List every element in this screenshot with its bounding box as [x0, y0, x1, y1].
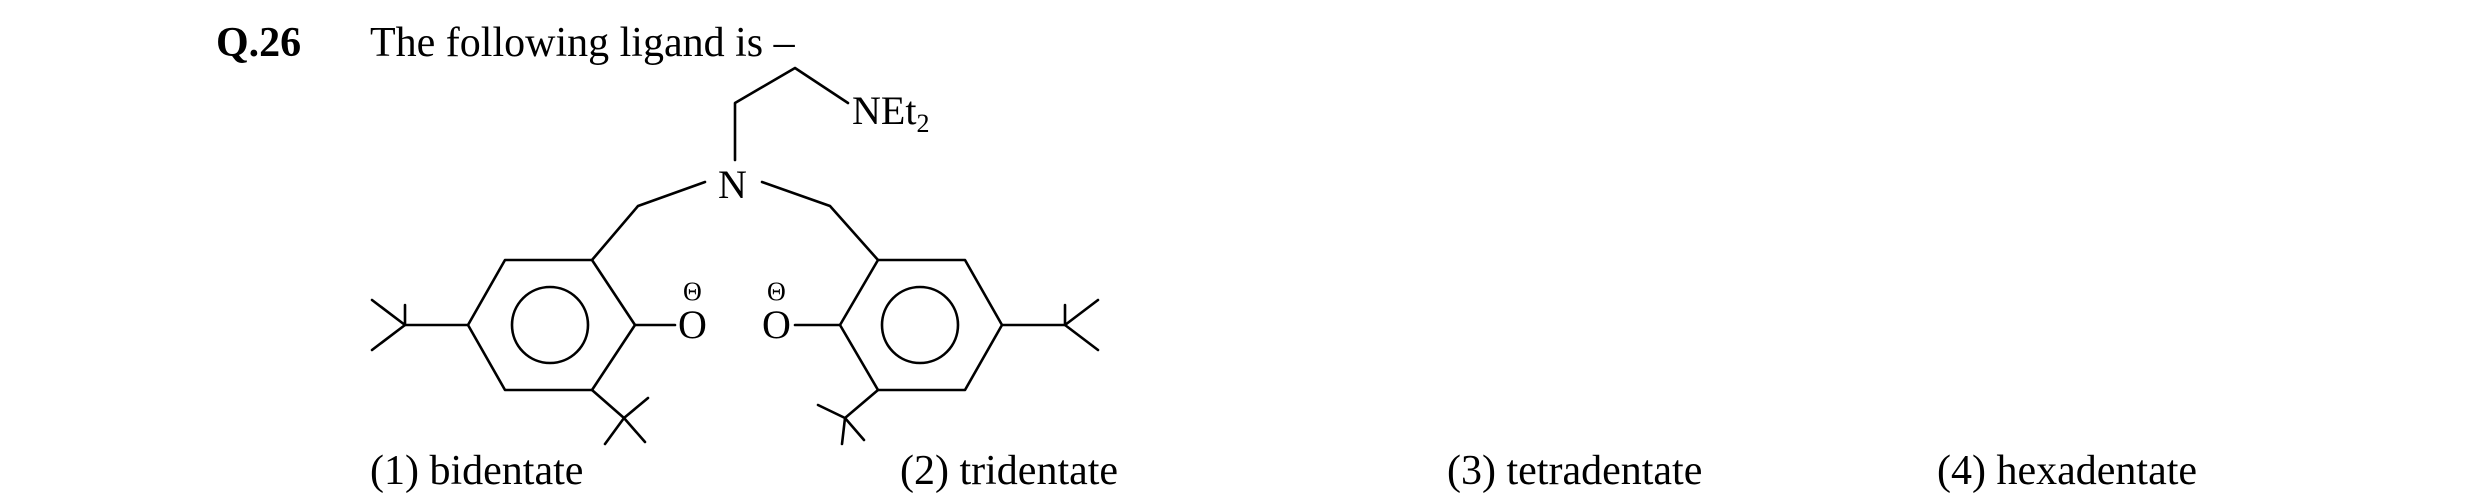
- left-oxygen-label: O: [678, 302, 707, 347]
- central-nitrogen-label: N: [718, 162, 747, 207]
- left-ring-circle: [510, 285, 590, 365]
- right-charge-symbol: Θ: [767, 277, 786, 306]
- left-charge-symbol: Θ: [683, 277, 702, 306]
- right-ortho-tbutyl-branches: [816, 403, 866, 446]
- option-4[interactable]: (4) hexadentate: [1937, 448, 2198, 494]
- left-ortho-tbutyl-branches: [603, 396, 650, 446]
- right-oxygen-label: O: [762, 302, 791, 347]
- right-ring-circle: [880, 285, 960, 365]
- ethylene-bond: [733, 66, 850, 162]
- right-benzene-ring: [838, 258, 1004, 392]
- left-benzene-ring: [466, 258, 637, 392]
- option-2[interactable]: (2) tridentate: [900, 448, 1119, 494]
- question-number: Q.26: [216, 20, 302, 66]
- right-tbutyl-branches: [1063, 298, 1100, 352]
- ligand-structure: NEt2 N O Θ O Θ: [370, 66, 1100, 446]
- right-ortho-tbutyl-bond: [843, 388, 880, 420]
- left-tbutyl-branches: [370, 298, 407, 352]
- left-ortho-tbutyl-bond: [590, 388, 626, 420]
- option-1[interactable]: (1) bidentate: [370, 448, 584, 494]
- amine-group-label: NEt2: [852, 88, 929, 138]
- left-ch2-bond: [590, 180, 707, 262]
- question-text: The following ligand is –: [370, 20, 795, 66]
- right-ch2-bond: [760, 180, 880, 262]
- option-3[interactable]: (3) tetradentate: [1447, 448, 1703, 494]
